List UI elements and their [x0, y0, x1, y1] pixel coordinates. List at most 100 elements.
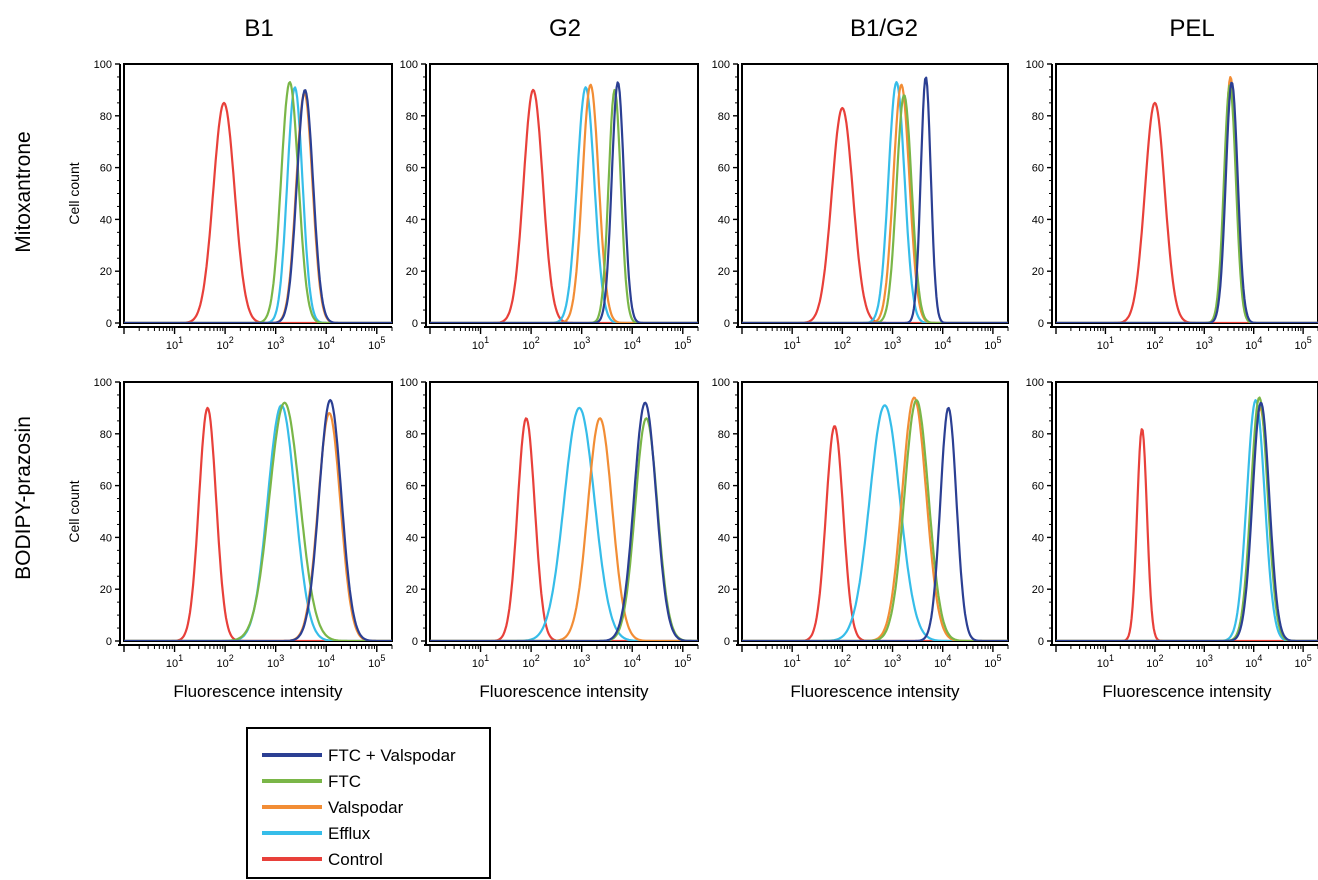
series-line-ftc — [742, 94, 1008, 323]
panel-mitoxantrone-g2: 0 20 40 60 80 100 101 102 103 104 105 — [400, 59, 699, 352]
x-tick-label: 105 — [674, 653, 691, 670]
x-axis-label: Fluorescence intensity — [479, 682, 649, 701]
series-line-valspodar — [1056, 407, 1318, 641]
series-line-efflux — [742, 404, 1008, 641]
y-tick-label: 80 — [406, 111, 418, 123]
y-tick-label: 60 — [406, 481, 418, 493]
series-line-ftc-valspodar — [742, 76, 1008, 323]
y-tick-label: 20 — [718, 584, 730, 596]
y-tick-label: 80 — [718, 429, 730, 441]
y-tick-label: 40 — [406, 532, 418, 544]
y-axis-label: Cell count — [66, 480, 82, 542]
x-tick-label: 102 — [834, 653, 851, 670]
y-tick-label: 100 — [94, 59, 112, 71]
x-tick-label: 105 — [674, 335, 691, 352]
series-line-ftc-valspodar — [1056, 81, 1318, 323]
y-tick-label: 20 — [1032, 584, 1044, 596]
y-tick-label: 40 — [718, 214, 730, 226]
x-tick-label: 105 — [984, 653, 1001, 670]
x-tick-label: 101 — [784, 335, 801, 352]
x-tick-label: 103 — [267, 335, 284, 352]
column-title-g2: G2 — [549, 15, 581, 42]
series-line-efflux — [430, 406, 698, 641]
y-tick-label: 80 — [100, 111, 112, 123]
series-line-efflux — [1056, 88, 1318, 323]
x-tick-label: 101 — [1097, 335, 1114, 352]
x-tick-label: 103 — [1196, 335, 1213, 352]
y-tick-label: 0 — [1038, 636, 1044, 648]
x-axis-label: Fluorescence intensity — [790, 682, 960, 701]
x-tick-label: 102 — [216, 335, 233, 352]
plot-frame — [429, 63, 699, 324]
y-tick-label: 40 — [718, 532, 730, 544]
legend-label-ftc-valspodar: FTC + Valspodar — [328, 746, 456, 765]
series-line-efflux — [742, 81, 1008, 323]
x-tick-label: 101 — [472, 653, 489, 670]
series-line-ftc-valspodar — [1056, 401, 1318, 641]
panel-bodipy-prazosin-pel: 0 20 40 60 80 100 101 102 103 104 105 Fluorescence … — [1026, 377, 1318, 701]
row-label-mitoxantrone: Mitoxantrone — [12, 131, 35, 252]
x-tick-label: 105 — [984, 335, 1001, 352]
panel-mitoxantrone-b1-g2: 0 20 40 60 80 100 101 102 103 104 105 — [712, 59, 1009, 352]
series-line-efflux — [124, 86, 392, 323]
x-tick-label: 104 — [1245, 335, 1262, 352]
y-tick-label: 80 — [718, 111, 730, 123]
y-tick-label: 0 — [106, 318, 112, 330]
x-tick-label: 105 — [1294, 653, 1311, 670]
panel-mitoxantrone-pel: 0 20 40 60 80 100 101 102 103 104 105 — [1026, 59, 1318, 352]
series-line-control — [124, 101, 392, 323]
y-tick-label: 40 — [100, 214, 112, 226]
x-tick-label: 104 — [624, 653, 641, 670]
series-line-ftc-valspodar — [742, 406, 1008, 641]
y-tick-label: 0 — [412, 318, 418, 330]
legend-label-valspodar: Valspodar — [328, 798, 404, 817]
series-line-ftc-valspodar — [124, 89, 392, 323]
panel-bodipy-prazosin-g2: 0 20 40 60 80 100 101 102 103 104 105 Fluorescence … — [400, 377, 699, 701]
y-tick-label: 60 — [406, 163, 418, 175]
x-tick-label: 103 — [573, 335, 590, 352]
plot-frame — [741, 381, 1009, 642]
legend: FTC + Valspodar FTC Valspodar Efflux Con… — [246, 727, 491, 879]
series-line-ftc — [1056, 84, 1318, 323]
chart-panels: 0 20 40 60 80 100 101 102 103 104 105 Cell count 0 20… — [66, 59, 1318, 701]
series-line-efflux — [1056, 399, 1318, 641]
plot-frame — [741, 63, 1009, 324]
x-tick-label: 102 — [834, 335, 851, 352]
series-line-ftc-valspodar — [430, 401, 698, 641]
x-tick-label: 101 — [166, 335, 183, 352]
x-tick-label: 104 — [934, 653, 951, 670]
x-tick-label: 103 — [884, 335, 901, 352]
series-line-ftc — [1056, 396, 1318, 641]
y-axis-label: Cell count — [66, 162, 82, 224]
series-line-control — [430, 88, 698, 323]
y-tick-label: 20 — [100, 584, 112, 596]
y-tick-label: 80 — [1032, 111, 1044, 123]
y-tick-label: 100 — [400, 59, 418, 71]
x-tick-label: 101 — [1097, 653, 1114, 670]
y-tick-label: 100 — [1026, 59, 1044, 71]
series-line-control — [742, 106, 1008, 323]
y-tick-label: 100 — [712, 59, 730, 71]
column-title-b1: B1 — [244, 15, 273, 42]
series-line-valspodar — [124, 91, 392, 323]
series-line-valspodar — [742, 83, 1008, 323]
series-line-ftc — [124, 81, 392, 323]
series-line-ftc-valspodar — [124, 399, 392, 641]
y-tick-label: 60 — [1032, 163, 1044, 175]
legend-label-control: Control — [328, 850, 383, 869]
y-tick-label: 100 — [94, 377, 112, 389]
y-tick-label: 100 — [400, 377, 418, 389]
y-tick-label: 20 — [100, 266, 112, 278]
x-tick-label: 102 — [216, 653, 233, 670]
plot-frame — [123, 63, 393, 324]
panel-mitoxantrone-b1: 0 20 40 60 80 100 101 102 103 104 105 Cell count — [66, 59, 393, 352]
x-tick-label: 103 — [267, 653, 284, 670]
series-line-ftc — [430, 88, 698, 323]
y-tick-label: 20 — [1032, 266, 1044, 278]
series-line-valspodar — [742, 396, 1008, 641]
series-line-control — [1056, 101, 1318, 323]
x-tick-label: 103 — [573, 653, 590, 670]
x-tick-label: 101 — [784, 653, 801, 670]
x-axis-label: Fluorescence intensity — [173, 682, 343, 701]
